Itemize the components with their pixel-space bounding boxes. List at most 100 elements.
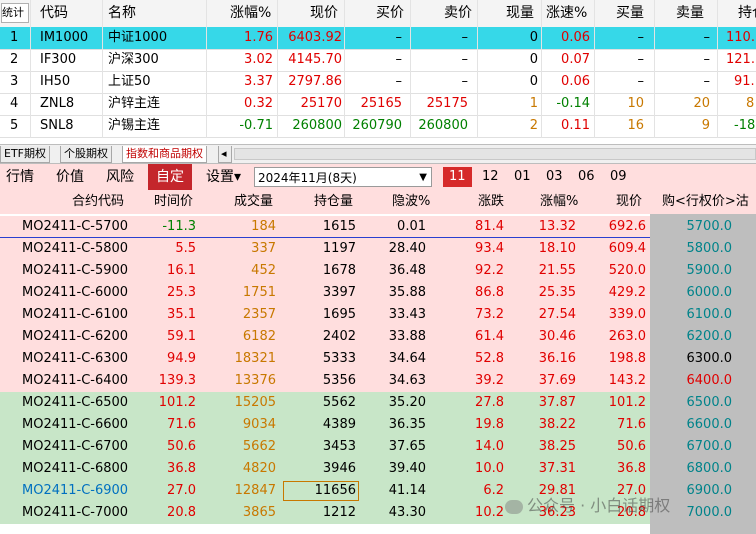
option-row[interactable]: MO2411-C-6700 50.6 5662 3453 37.65 14.0 38.25 5… — [0, 436, 732, 458]
row-ask: 25175 — [426, 96, 468, 111]
quote-row[interactable]: 5 SNL8 沪锡主连 -0.71 260800 260790 260800 2… — [0, 115, 756, 138]
expiry-select[interactable]: 2024年11月(8天) ▼ — [254, 167, 432, 187]
col-volume[interactable]: 现量 — [506, 5, 534, 21]
tab-etf-options[interactable]: ETF期权 — [0, 146, 50, 163]
month-09[interactable]: 09 — [610, 169, 627, 184]
toolbar-settings[interactable]: 设置▾ — [206, 169, 242, 185]
row-code: IM1000 — [40, 30, 89, 45]
option-cell-iv: 43.30 — [388, 505, 426, 520]
option-cell-strike: 7000.0 — [686, 505, 733, 520]
option-cell-price: 143.2 — [608, 373, 646, 388]
option-cell-chg: 27.8 — [475, 395, 504, 410]
tab-bar: ETF期权 个股期权 指数和商品期权 ◂ — [0, 144, 756, 164]
option-cell-vol: 18321 — [234, 351, 276, 366]
col-code[interactable]: 代码 — [40, 5, 68, 21]
toolbar-value[interactable]: 价值 — [56, 169, 84, 185]
toolbar-quote[interactable]: 行情 — [6, 169, 34, 185]
month-06[interactable]: 06 — [578, 169, 595, 184]
option-cell-chg: 39.2 — [475, 373, 504, 388]
option-cell-chg: 86.8 — [475, 285, 504, 300]
option-cell-chg: 92.2 — [475, 263, 504, 278]
horizontal-scrollbar[interactable] — [234, 148, 756, 160]
month-03[interactable]: 03 — [546, 169, 563, 184]
col-speed[interactable]: 涨速% — [546, 5, 588, 21]
option-cell-oi: 3946 — [322, 461, 356, 476]
option-cell-oi: 1615 — [322, 219, 356, 234]
col-strike[interactable]: 购<行权价>沽 — [662, 194, 749, 209]
toolbar-risk[interactable]: 风险 — [106, 169, 134, 185]
option-row[interactable]: MO2411-C-5700 -11.3 184 1615 0.01 81.4 13.32 69… — [0, 216, 732, 238]
quote-row[interactable]: 3 IH50 上证50 3.37 2797.86 – – 0 0.06 – – … — [0, 71, 756, 94]
quote-row[interactable]: 1 IM1000 中证1000 1.76 6403.92 – – 0 0.06 … — [0, 27, 756, 50]
col-change-pct[interactable]: 涨幅% — [540, 194, 579, 209]
col-change[interactable]: 涨幅% — [230, 5, 272, 21]
expiry-select-value: 2024年11月(8天) — [258, 171, 357, 185]
month-12[interactable]: 12 — [482, 169, 499, 184]
col-contract[interactable]: 合约代码 — [72, 194, 125, 209]
quote-row[interactable]: 4 ZNL8 沪锌主连 0.32 25170 25165 25175 1 -0.… — [0, 93, 756, 116]
option-cell-tv: 101.2 — [158, 395, 196, 410]
col-name[interactable]: 名称 — [108, 5, 136, 21]
toolbar-custom[interactable]: 自定 — [148, 164, 192, 190]
col-price[interactable]: 现价 — [616, 194, 643, 209]
option-cell-tv: -11.3 — [162, 219, 196, 234]
option-row[interactable]: MO2411-C-6800 36.8 4820 3946 39.40 10.0 37.31 3… — [0, 458, 732, 480]
col-ask-qty[interactable]: 卖量 — [676, 5, 704, 21]
option-row[interactable]: MO2411-C-6000 25.3 1751 3397 35.88 86.8 25.35 4… — [0, 282, 732, 304]
option-row[interactable]: MO2411-C-7000 20.8 3865 1212 43.30 10.2 36.23 2… — [0, 502, 732, 524]
option-cell-pct: 37.69 — [538, 373, 576, 388]
stats-button[interactable]: 统计 — [1, 3, 29, 23]
scroll-left-arrow-icon[interactable]: ◂ — [218, 146, 232, 163]
tab-stock-options[interactable]: 个股期权 — [60, 146, 112, 163]
option-chain-table: 合约代码 时间价 成交量 持仓量 隐波% 涨跌 涨幅% 现价 购<行权价>沽 M… — [0, 190, 756, 534]
option-row[interactable]: MO2411-C-6200 59.1 6182 2402 33.88 61.4 30.46 2… — [0, 326, 732, 348]
option-row[interactable]: MO2411-C-6400 139.3 13376 5356 34.63 39.2 37.6… — [0, 370, 732, 392]
option-row[interactable]: MO2411-C-6500 101.2 15205 5562 35.20 27.8 37.8… — [0, 392, 732, 414]
col-time-value[interactable]: 时间价 — [154, 194, 194, 209]
option-cell-price: 71.6 — [617, 417, 646, 432]
option-cell-chg: 81.4 — [475, 219, 504, 234]
col-ask[interactable]: 卖价 — [444, 5, 472, 21]
option-cell-iv: 41.14 — [388, 483, 426, 498]
row-name: 沪锡主连 — [108, 118, 161, 133]
option-cell-pct: 27.54 — [538, 307, 576, 322]
month-01[interactable]: 01 — [514, 169, 531, 184]
col-open-interest[interactable]: 持仓量 — [314, 194, 354, 209]
tab-index-commodity-options[interactable]: 指数和商品期权 — [122, 146, 207, 163]
col-price[interactable]: 现价 — [310, 5, 338, 21]
row-speed: 0.11 — [561, 118, 590, 133]
row-price: 260800 — [292, 118, 342, 133]
col-change[interactable]: 涨跌 — [478, 194, 505, 209]
option-row[interactable]: MO2411-C-6600 71.6 9034 4389 36.35 19.8 38.22 7… — [0, 414, 732, 436]
option-cell-iv: 33.43 — [388, 307, 426, 322]
col-oi[interactable]: 持仓量 — [738, 5, 756, 21]
option-cell-strike: 5800.0 — [686, 241, 733, 256]
row-name: 中证1000 — [108, 30, 168, 45]
option-cell-price: 101.2 — [608, 395, 646, 410]
option-cell-vol: 9034 — [242, 417, 276, 432]
row-ask-qty: – — [703, 74, 711, 89]
wechat-icon — [505, 499, 523, 514]
col-bid[interactable]: 买价 — [376, 5, 404, 21]
col-volume[interactable]: 成交量 — [234, 194, 274, 209]
option-cell-pct: 18.10 — [538, 241, 576, 256]
option-cell-tv: 94.9 — [167, 351, 196, 366]
col-implied-vol[interactable]: 隐波% — [392, 194, 431, 209]
option-row[interactable]: MO2411-C-5800 5.5 337 1197 28.40 93.4 18.10 609… — [0, 238, 732, 260]
col-bid-qty[interactable]: 买量 — [616, 5, 644, 21]
option-cell-tv: 27.0 — [167, 483, 196, 498]
option-cell-code: MO2411-C-5800 — [22, 241, 129, 256]
option-cell-strike: 6100.0 — [686, 307, 733, 322]
option-row[interactable]: MO2411-C-5900 16.1 452 1678 36.48 92.2 21.55 52… — [0, 260, 732, 282]
option-row[interactable]: MO2411-C-6900 27.0 12847 11656 41.14 6.2 29.81… — [0, 480, 732, 502]
option-cell-oi: 1695 — [322, 307, 356, 322]
row-bid-qty: – — [637, 30, 645, 45]
option-cell-price: 50.6 — [617, 439, 646, 454]
option-row[interactable]: MO2411-C-6300 94.9 18321 5333 34.64 52.8 36.16… — [0, 348, 732, 370]
option-row[interactable]: MO2411-C-6100 35.1 2357 1695 33.43 73.2 27.54 3… — [0, 304, 732, 326]
option-cell-pct: 38.22 — [538, 417, 576, 432]
quote-row[interactable]: 2 IF300 沪深300 3.02 4145.70 – – 0 0.07 – … — [0, 49, 756, 72]
row-bid: – — [395, 74, 403, 89]
option-cell-code: MO2411-C-6700 — [22, 439, 129, 454]
month-11[interactable]: 11 — [443, 167, 472, 187]
